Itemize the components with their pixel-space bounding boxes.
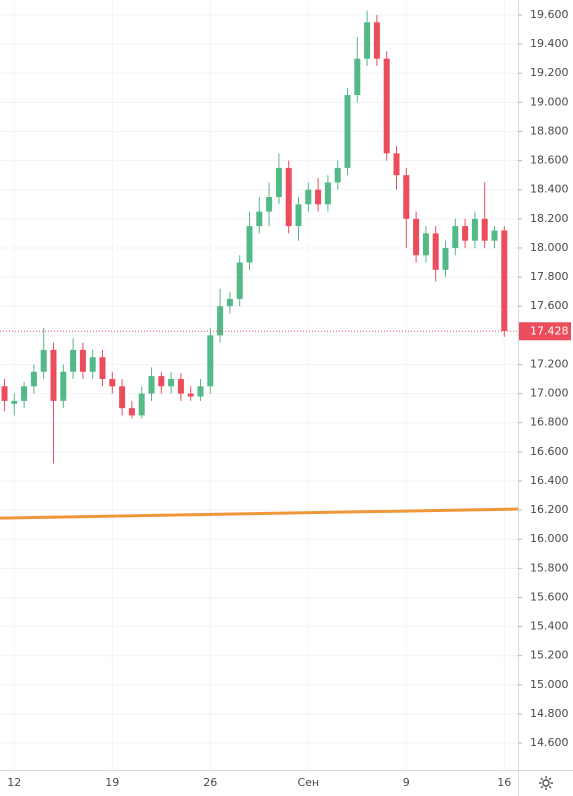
y-tick-label: 17.600: [530, 299, 569, 312]
candle-body: [138, 393, 145, 416]
x-tick-label: 19: [105, 776, 119, 789]
y-tick-label: 19.400: [530, 37, 569, 50]
candle-body: [60, 371, 67, 401]
candle-body: [305, 189, 312, 205]
x-tick-label: 16: [497, 776, 511, 789]
candle-body: [275, 167, 282, 198]
y-tick-label: 15.000: [530, 678, 569, 691]
y-tick-label: 14.600: [530, 736, 569, 749]
candle-body: [109, 379, 116, 387]
y-tick-label: 16.200: [530, 503, 569, 516]
y-tick-label: 18.000: [530, 241, 569, 254]
candle-body: [491, 230, 498, 241]
candle-body: [344, 95, 351, 168]
y-tick-label: 16.000: [530, 532, 569, 545]
y-tick-label: 19.600: [530, 8, 569, 21]
candle-body: [315, 189, 322, 205]
y-tick-label: 18.600: [530, 154, 569, 167]
candle-body: [128, 408, 135, 416]
candle-body: [266, 197, 273, 212]
settings-icon[interactable]: [539, 776, 553, 790]
y-tick-label: 18.800: [530, 124, 569, 137]
y-tick-label: 17.000: [530, 387, 569, 400]
candle-body: [403, 175, 410, 219]
candle-body: [442, 247, 449, 270]
candle-body: [432, 233, 439, 270]
candle-body: [354, 58, 361, 96]
y-tick-label: 18.400: [530, 183, 569, 196]
y-tick-label: 16.400: [530, 474, 569, 487]
trendline: [0, 507, 519, 520]
candle-body: [197, 386, 204, 397]
candle-body: [158, 376, 165, 387]
candle-body: [501, 230, 508, 331]
y-tick-label: 19.000: [530, 95, 569, 108]
candle-body: [285, 167, 292, 227]
candle-body: [99, 357, 106, 380]
candle-body: [50, 349, 57, 401]
y-tick-label: 19.200: [530, 66, 569, 79]
candle-body: [295, 204, 302, 227]
candle-body: [168, 379, 175, 387]
candle-body: [119, 386, 126, 409]
y-tick-label: 17.800: [530, 270, 569, 283]
candle-body: [30, 371, 37, 387]
candle-body: [452, 226, 459, 248]
candle-body: [148, 376, 155, 394]
candle-body: [246, 226, 253, 263]
candle-body: [481, 218, 488, 241]
y-tick-label: 16.800: [530, 416, 569, 429]
axes: 14.600 14.800 15.000 15.200 15.400 15.600 15.8…: [7, 8, 571, 789]
x-tick-label: Сен: [297, 776, 319, 789]
candle-body: [217, 306, 224, 336]
candle-body: [236, 262, 243, 299]
candle-body: [89, 357, 96, 372]
y-tick-label: 15.400: [530, 620, 569, 633]
y-tick-label: 17.200: [530, 357, 569, 370]
plot: [0, 10, 519, 520]
candle-body: [11, 400, 18, 404]
candle-body: [187, 393, 194, 397]
last-price-label: 17.428: [530, 324, 569, 337]
last-price-badge: [519, 322, 571, 341]
y-tick-label: 15.800: [530, 561, 569, 574]
x-tick-label: 26: [203, 776, 217, 789]
y-tick-label: 14.800: [530, 707, 569, 720]
candle-body: [422, 233, 429, 256]
x-tick-label: 12: [7, 776, 21, 789]
candle-body: [226, 298, 233, 307]
x-tick-label: 9: [403, 776, 410, 789]
y-tick-label: 15.600: [530, 590, 569, 603]
candle-body: [413, 218, 420, 256]
candle-body: [207, 335, 214, 387]
candle-body: [21, 386, 28, 401]
candle-body: [471, 218, 478, 241]
candle-body: [324, 182, 331, 205]
candle-body: [256, 211, 263, 227]
candle-body: [334, 167, 341, 183]
candle-body: [462, 226, 469, 241]
y-tick-label: 16.600: [530, 445, 569, 458]
candle-body: [40, 349, 47, 372]
candle-body: [1, 386, 8, 401]
candle-body: [373, 22, 380, 59]
y-tick-label: 18.200: [530, 212, 569, 225]
candle-body: [79, 349, 86, 372]
y-tick-label: 15.200: [530, 649, 569, 662]
candle-body: [393, 153, 400, 176]
candle-body: [177, 379, 184, 394]
candle-body: [383, 58, 390, 154]
grid: [0, 0, 518, 770]
candle-body: [70, 349, 77, 372]
candle-body: [364, 22, 371, 59]
